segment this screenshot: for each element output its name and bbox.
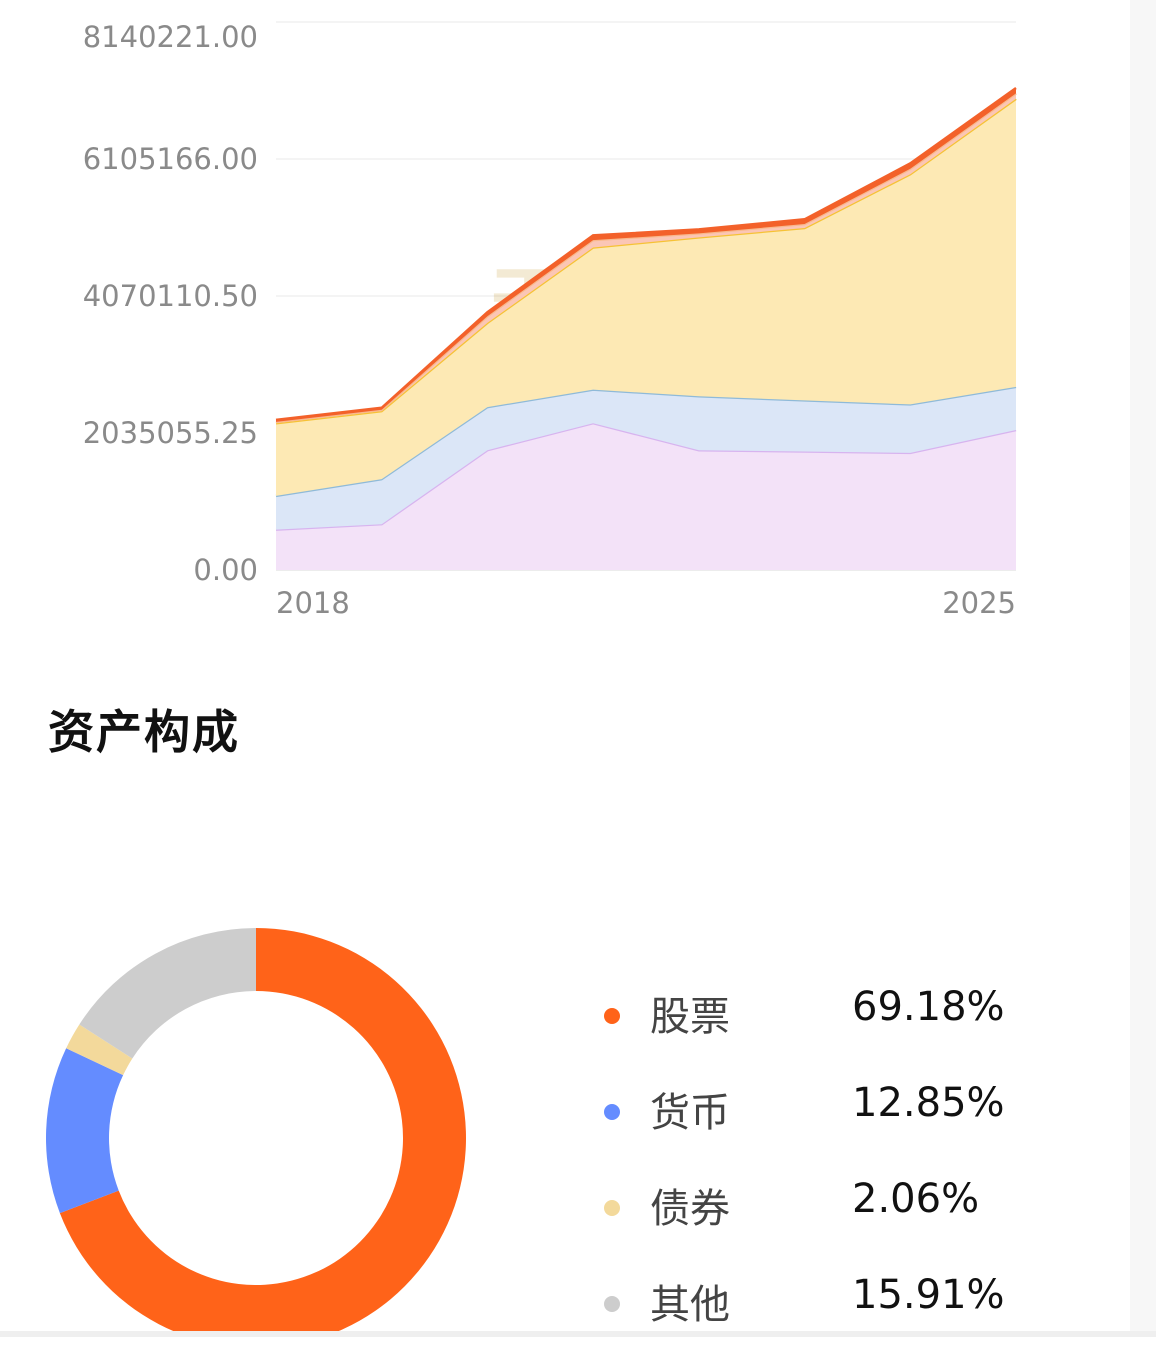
y-tick-label: 2035055.25 xyxy=(83,416,258,450)
legend-percentage: 2.06% xyxy=(852,1176,980,1222)
bottom-edge-strip xyxy=(0,1331,1156,1337)
asset-donut-chart xyxy=(46,928,466,1331)
legend-label: 货币 xyxy=(650,1090,730,1136)
legend-item: 货币 12.85% xyxy=(590,1076,1070,1172)
stacked-area-chart: 天天基金 8140221.00 6105166.00 4070110.50 20… xyxy=(83,20,1017,620)
chart-area-series xyxy=(275,86,1017,570)
y-tick-label: 0.00 xyxy=(193,553,258,587)
area-series-fill xyxy=(276,98,1016,496)
legend-percentage: 12.85% xyxy=(852,1080,1005,1126)
donut-legend: 股票 69.18% 货币 12.85% 债券 2.06% 其他 15.91% xyxy=(590,980,1070,1364)
legend-item: 债券 2.06% xyxy=(590,1172,1070,1268)
y-tick-label: 4070110.50 xyxy=(83,279,258,313)
y-tick-label: 6105166.00 xyxy=(83,142,258,176)
x-axis-tick-labels: 2018 2025 xyxy=(276,586,1016,620)
area-series-line xyxy=(275,86,1017,422)
legend-label: 其他 xyxy=(650,1282,730,1328)
donut-slice xyxy=(66,1024,133,1076)
legend-percentage: 69.18% xyxy=(852,984,1005,1030)
donut-slice xyxy=(59,928,466,1331)
x-tick-label: 2018 xyxy=(276,586,350,620)
area-series-fill xyxy=(276,386,1016,530)
y-tick-label: 8140221.00 xyxy=(83,20,258,54)
legend-item: 股票 69.18% xyxy=(590,980,1070,1076)
area-series-fill xyxy=(276,88,1016,422)
legend-label: 股票 xyxy=(650,994,730,1040)
area-series-line xyxy=(275,385,1017,498)
right-edge-strip xyxy=(1130,0,1156,1337)
x-tick-label: 2025 xyxy=(942,586,1016,620)
legend-dot-icon xyxy=(604,1296,620,1312)
y-axis-tick-labels: 8140221.00 6105166.00 4070110.50 2035055… xyxy=(83,20,258,587)
legend-dot-icon xyxy=(604,1008,620,1024)
area-series-fill xyxy=(276,423,1016,570)
donut-slice xyxy=(79,928,256,1059)
section-title-asset-composition: 资产构成 xyxy=(48,705,240,759)
legend-label: 债券 xyxy=(650,1186,730,1232)
legend-percentage: 15.91% xyxy=(852,1272,1005,1318)
donut-slice xyxy=(46,1048,124,1214)
legend-dot-icon xyxy=(604,1104,620,1120)
legend-dot-icon xyxy=(604,1200,620,1216)
donut-slices xyxy=(46,928,466,1331)
legend-item: 其他 15.91% xyxy=(590,1268,1070,1364)
